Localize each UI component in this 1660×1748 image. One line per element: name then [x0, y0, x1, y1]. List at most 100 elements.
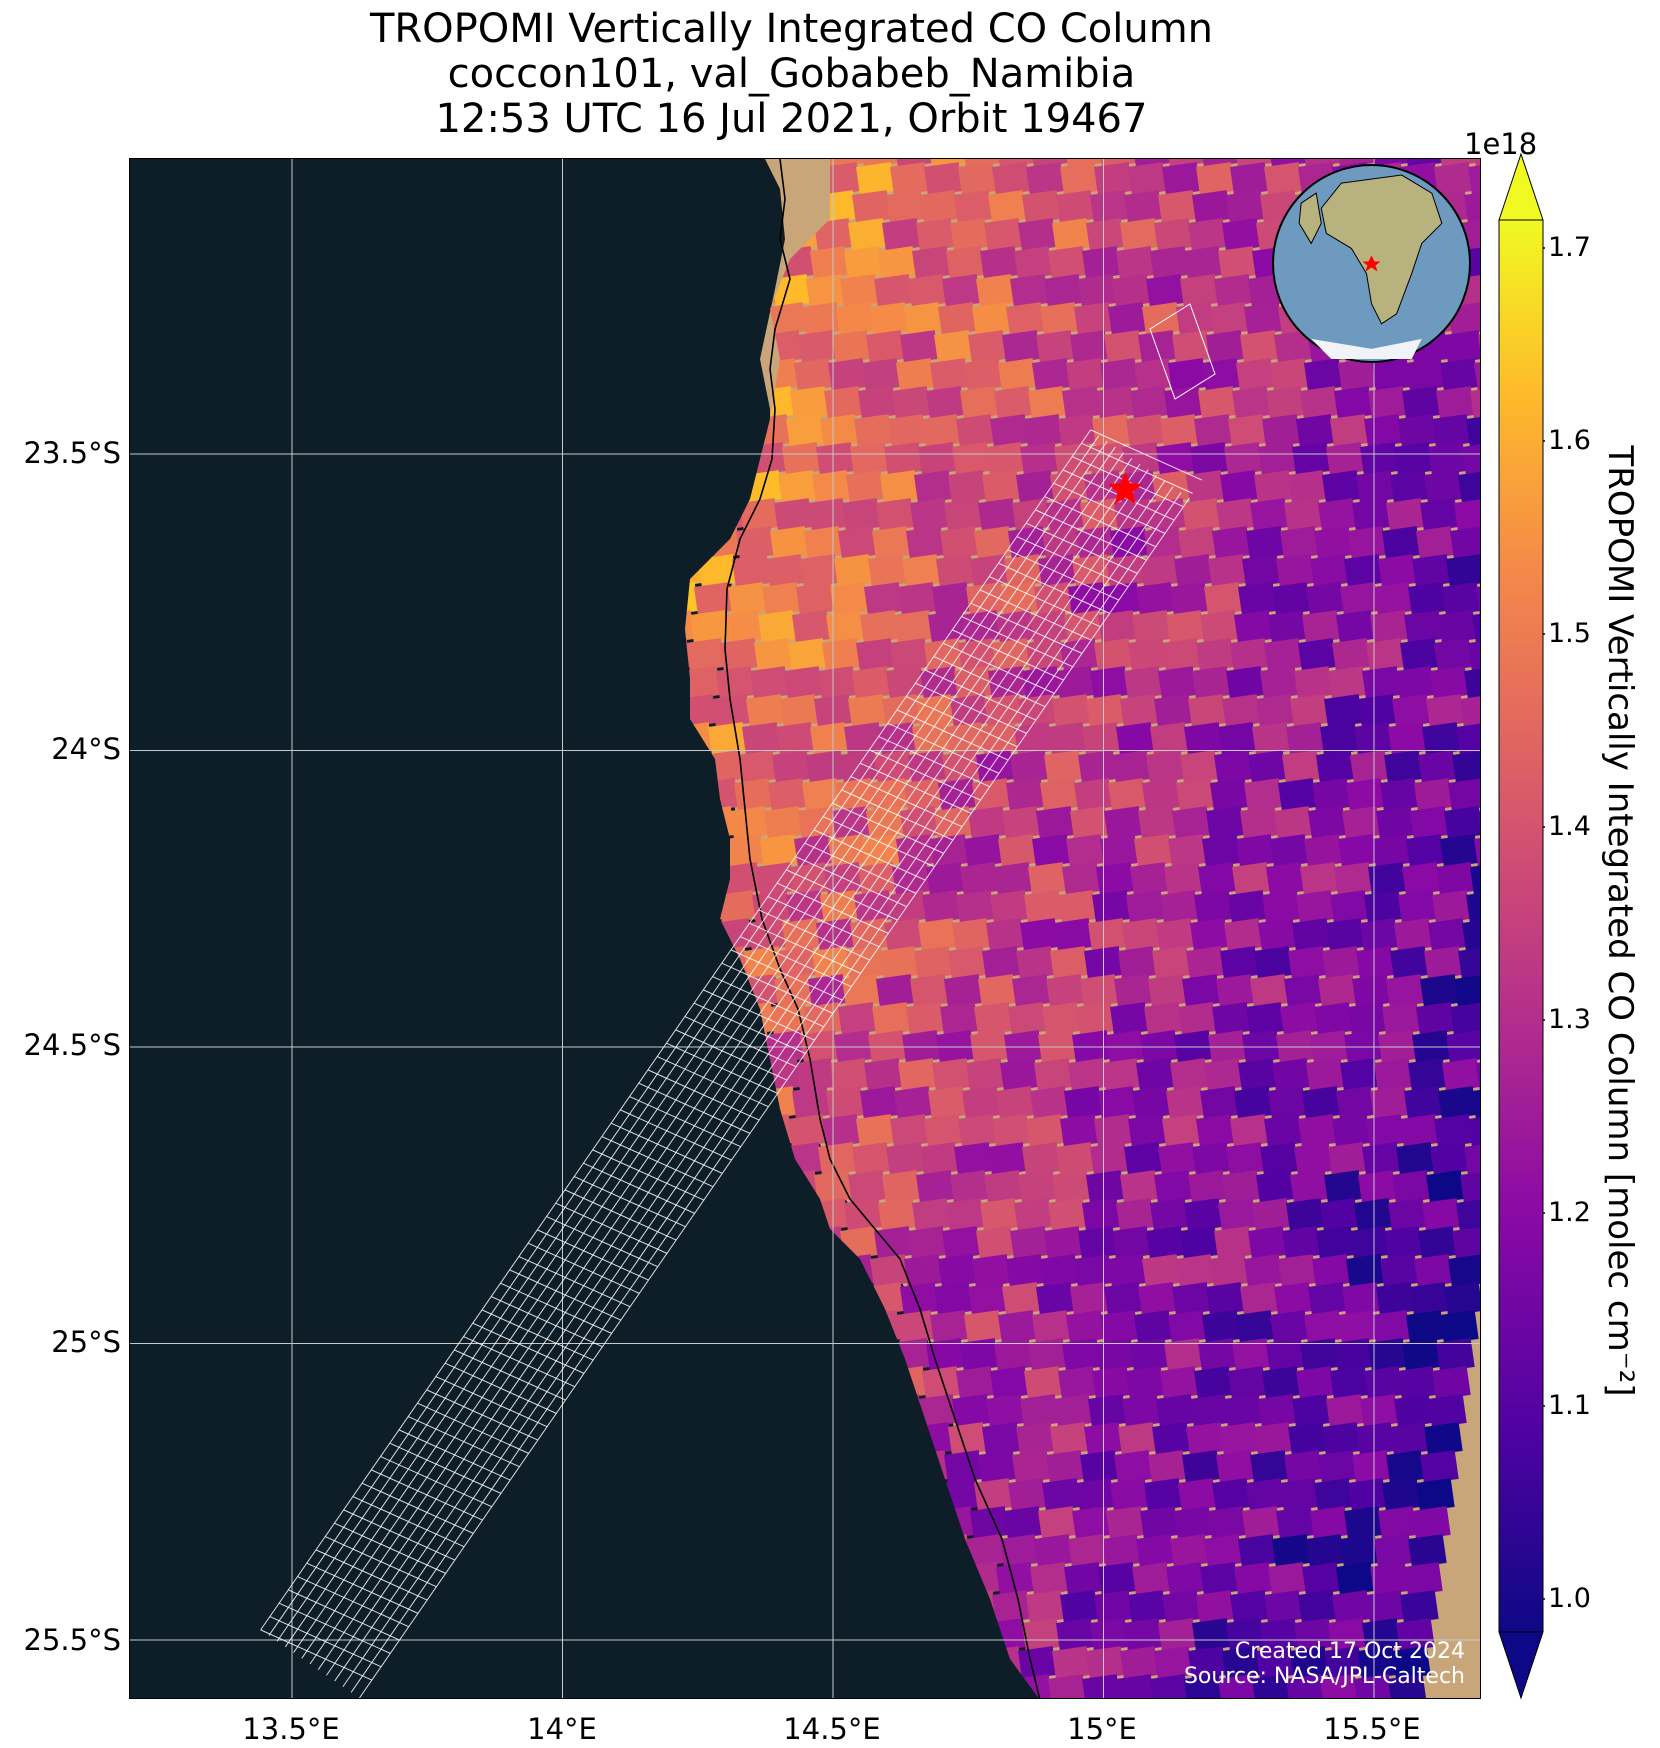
co-pixel — [1238, 1058, 1277, 1092]
co-pixel — [847, 694, 887, 728]
co-pixel — [1467, 162, 1480, 196]
fts-footprint-grid — [260, 303, 1216, 1698]
co-pixel — [1466, 890, 1480, 924]
lat-tick: 24.5°S — [23, 1028, 121, 1062]
co-pixel — [1011, 974, 1051, 1008]
co-pixel — [959, 862, 999, 896]
co-pixel — [1397, 414, 1437, 448]
co-pixel — [1138, 806, 1177, 840]
co-pixel — [1110, 1002, 1149, 1036]
co-pixel — [1206, 806, 1245, 840]
map-subtitle: coccon101, val_Gobabeb_Namibia — [447, 51, 1136, 97]
co-pixel — [1142, 778, 1181, 812]
co-pixel — [1017, 1170, 1057, 1204]
co-pixel — [1396, 666, 1435, 700]
co-pixel — [1384, 1226, 1423, 1260]
co-pixel — [1015, 946, 1055, 980]
co-pixel — [1368, 1338, 1407, 1372]
co-pixel — [1132, 1562, 1171, 1596]
co-pixel — [1236, 358, 1275, 392]
co-pixel — [1274, 806, 1313, 840]
co-pixel — [1306, 582, 1345, 616]
co-pixel — [1234, 159, 1273, 168]
co-pixel — [1254, 1422, 1293, 1456]
co-pixel — [882, 1170, 921, 1204]
co-pixel — [1200, 1562, 1239, 1596]
co-pixel — [1265, 1338, 1305, 1372]
co-pixel — [1284, 974, 1323, 1008]
co-pixel — [1030, 1562, 1069, 1596]
co-pixel — [1349, 750, 1389, 784]
co-pixel — [1154, 1646, 1193, 1680]
co-pixel — [1218, 1198, 1257, 1232]
co-pixel — [1156, 1394, 1195, 1428]
co-pixel — [1263, 162, 1303, 196]
co-pixel — [780, 694, 819, 728]
co-pixel — [1128, 638, 1167, 672]
co-pixel — [1258, 918, 1297, 952]
co-pixel — [755, 862, 795, 896]
co-pixel — [1262, 414, 1301, 448]
co-pixel — [789, 862, 829, 896]
co-pixel — [959, 1338, 999, 1372]
co-pixel — [1386, 974, 1425, 1008]
co-pixel — [1188, 1646, 1227, 1680]
co-pixel — [738, 750, 777, 784]
co-pixel — [1470, 862, 1480, 896]
co-pixel — [1164, 386, 1203, 420]
co-pixel — [1360, 1394, 1399, 1428]
co-pixel — [836, 302, 875, 336]
co-pixel — [1120, 1170, 1159, 1204]
co-pixel — [1422, 1198, 1461, 1232]
co-pixel — [994, 1338, 1033, 1372]
co-pixel — [1104, 1282, 1143, 1316]
co-pixel — [1470, 386, 1480, 420]
co-pixel — [820, 414, 859, 448]
co-pixel — [1005, 778, 1045, 812]
co-pixel — [1076, 1478, 1115, 1512]
co-pixel — [878, 246, 917, 280]
co-pixel — [1040, 1254, 1079, 1288]
co-pixel — [1096, 1338, 1135, 1372]
co-pixel — [973, 1478, 1013, 1512]
co-pixel — [1415, 1002, 1455, 1036]
colorbar-tick: 1.5 — [1548, 618, 1591, 649]
co-pixel — [790, 386, 829, 420]
co-pixel — [1128, 1590, 1167, 1624]
co-pixel — [807, 498, 847, 532]
co-pixel — [1296, 414, 1335, 448]
co-pixel — [1022, 1142, 1061, 1176]
co-pixel — [1048, 246, 1087, 280]
colorbar-label: TROPOMI Vertically Integrated CO Column … — [1600, 445, 1640, 1397]
co-pixel — [1052, 1646, 1091, 1680]
co-pixel — [1184, 1198, 1223, 1232]
footprint-alongline — [317, 469, 1149, 1670]
co-pixel — [810, 722, 849, 756]
co-pixel — [1144, 1002, 1183, 1036]
co-pixel — [1356, 1422, 1395, 1456]
co-pixel — [1188, 218, 1227, 252]
co-pixel — [1058, 890, 1097, 924]
co-pixel — [897, 582, 937, 616]
co-pixel — [1054, 442, 1093, 476]
co-pixel — [1456, 1198, 1480, 1232]
co-pixel — [1434, 1114, 1473, 1148]
co-pixel — [1336, 610, 1375, 644]
co-pixel — [1050, 470, 1089, 504]
co-pixel — [1366, 1114, 1405, 1148]
co-pixel — [1234, 610, 1273, 644]
co-pixel — [1044, 274, 1083, 308]
co-pixel — [1080, 1450, 1119, 1484]
co-pixel — [844, 246, 883, 280]
co-pixel — [839, 750, 879, 784]
co-pixel — [948, 946, 987, 980]
co-pixel — [1148, 498, 1187, 532]
co-pixel — [1210, 778, 1249, 812]
lon-tick: 13.5°E — [242, 1712, 340, 1746]
co-pixel — [1086, 1646, 1125, 1680]
map-panel[interactable] — [129, 158, 1481, 1699]
co-pixel — [1082, 246, 1121, 280]
footprint-alongline — [268, 435, 1100, 1636]
co-pixel — [1442, 1058, 1480, 1092]
co-pixel — [1278, 1254, 1317, 1288]
